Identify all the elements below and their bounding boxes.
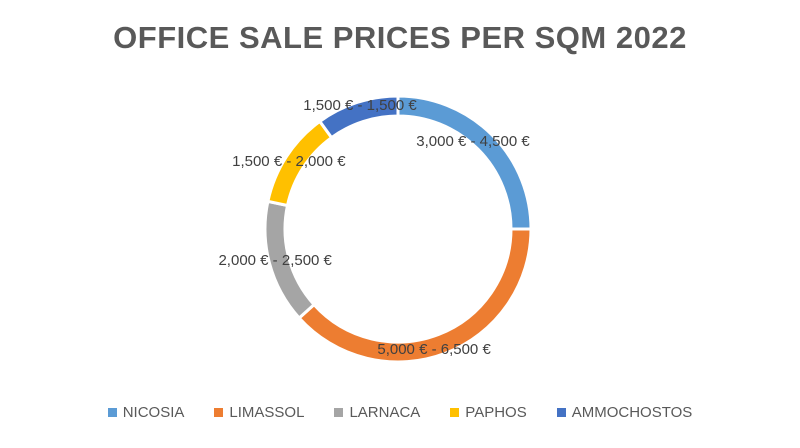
legend-swatch-paphos [450, 408, 460, 417]
legend-label-nicosia: NICOSIA [122, 404, 185, 421]
legend-item-paphos: PAPHOS [450, 404, 527, 421]
slice-ammochostos [317, 94, 400, 140]
data-label-limassol: 5,000 € - 6,500 € [377, 341, 491, 358]
legend-label-larnaca: LARNACA [349, 404, 421, 421]
legend-swatch-larnaca [334, 408, 344, 417]
chart-title: OFFICE SALE PRICES PER SQM 2022 [113, 20, 687, 55]
legend-item-ammochostos: AMMOCHOSTOS [556, 404, 693, 421]
legend-item-limassol: LIMASSOL [214, 404, 304, 421]
legend-swatch-nicosia [107, 408, 117, 417]
data-label-paphos: 1,500 € - 2,000 € [232, 153, 346, 170]
legend-item-larnaca: LARNACA [334, 404, 420, 421]
legend: NICOSIA LIMASSOL LARNACA PAPHOS AMMOCHOSTOS [0, 404, 800, 421]
data-label-nicosia: 3,000 € - 4,500 € [416, 133, 530, 150]
data-label-ammochostos: 1,500 € - 1,500 € [303, 97, 417, 114]
legend-swatch-ammochostos [556, 408, 566, 417]
legend-label-ammochostos: AMMOCHOSTOS [571, 404, 693, 421]
legend-swatch-limassol [214, 408, 224, 417]
legend-label-paphos: PAPHOS [465, 404, 527, 421]
data-label-larnaca: 2,000 € - 2,500 € [218, 252, 332, 269]
legend-label-limassol: LIMASSOL [229, 404, 305, 421]
legend-item-nicosia: NICOSIA [107, 404, 185, 421]
slice-nicosia [396, 94, 533, 231]
